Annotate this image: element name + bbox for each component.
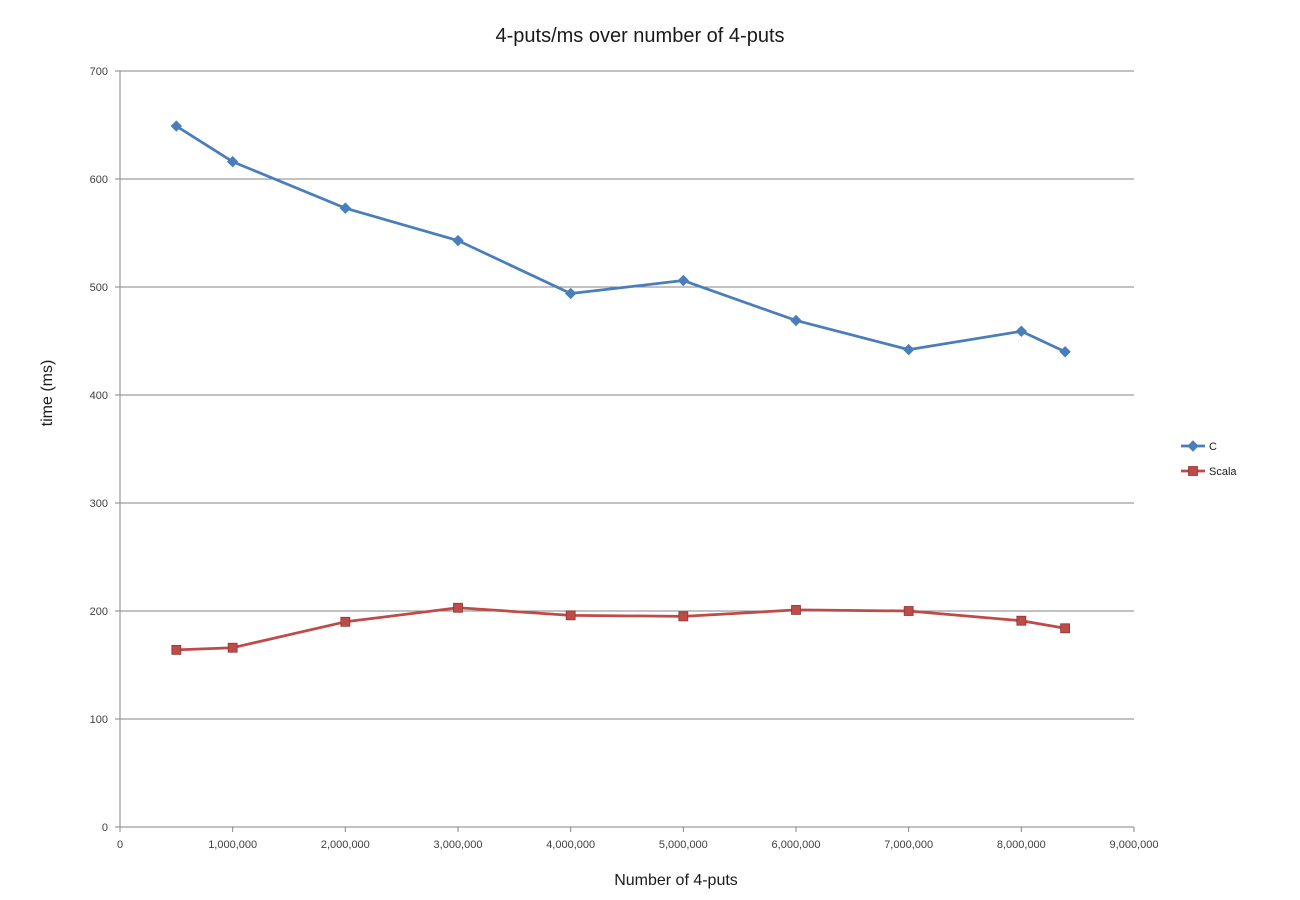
legend-marker-scala: [1188, 466, 1198, 476]
legend-label-scala: Scala: [1209, 466, 1237, 478]
y-tick-label: 500: [90, 282, 108, 294]
series-line-scala: [176, 606, 1066, 652]
x-tick-label: 7,000,000: [884, 839, 933, 851]
legend-item-c: C: [1181, 440, 1217, 453]
data-point-scala: [678, 611, 689, 622]
data-point-c: [677, 274, 690, 287]
x-tick-label: 9,000,000: [1110, 839, 1159, 851]
data-point-c: [790, 314, 802, 327]
data-point-scala: [791, 605, 801, 615]
y-tick-label: 100: [90, 714, 108, 726]
series-line-c: [175, 124, 1066, 354]
chart-title: 4-puts/ms over number of 4-puts: [495, 25, 784, 47]
y-axis-title: time (ms): [39, 360, 56, 427]
data-point-c: [452, 234, 464, 247]
data-point-c: [1059, 346, 1071, 358]
y-tick-label: 400: [90, 390, 108, 402]
x-axis-title: Number of 4-puts: [614, 872, 738, 889]
y-tick-label: 200: [90, 606, 108, 618]
series-scala: [171, 602, 1071, 655]
data-point-c: [1015, 325, 1028, 337]
y-tick-label: 300: [90, 498, 108, 510]
x-tick-label: 5,000,000: [659, 839, 708, 851]
legend-item-scala: Scala: [1181, 466, 1237, 478]
x-tick-label: 1,000,000: [208, 839, 257, 851]
data-point-scala: [453, 602, 463, 613]
series-c: [170, 120, 1071, 358]
data-point-c: [170, 120, 183, 132]
data-point-scala: [171, 644, 182, 655]
y-tick-label: 600: [90, 174, 108, 186]
data-point-c: [226, 156, 239, 168]
legend-marker-c: [1187, 440, 1199, 452]
gridlines: [120, 70, 1134, 720]
x-tick-label: 2,000,000: [321, 839, 370, 851]
legend: C Scala: [1181, 440, 1237, 478]
data-point-scala: [1060, 623, 1071, 634]
x-tick-label: 8,000,000: [997, 839, 1046, 851]
data-point-scala: [227, 642, 238, 653]
x-tick-label: 4,000,000: [546, 839, 595, 851]
x-tick-label: 3,000,000: [434, 839, 483, 851]
data-point-c: [339, 202, 352, 214]
legend-label-c: C: [1209, 441, 1217, 453]
data-point-scala: [1016, 615, 1027, 626]
x-tick-label: 6,000,000: [772, 839, 821, 851]
series-group: [170, 120, 1071, 655]
data-point-c: [902, 343, 915, 356]
data-point-scala: [340, 616, 351, 627]
y-tick-label: 700: [90, 66, 108, 78]
x-tick-label: 0: [117, 839, 123, 851]
axes: 0 100 200 300 400 500 600 700 0 1,000,000 2,000,00…: [90, 66, 1159, 851]
y-tick-label: 0: [102, 822, 108, 834]
data-point-c: [564, 287, 577, 300]
data-point-scala: [565, 610, 576, 621]
data-point-scala: [903, 606, 914, 616]
